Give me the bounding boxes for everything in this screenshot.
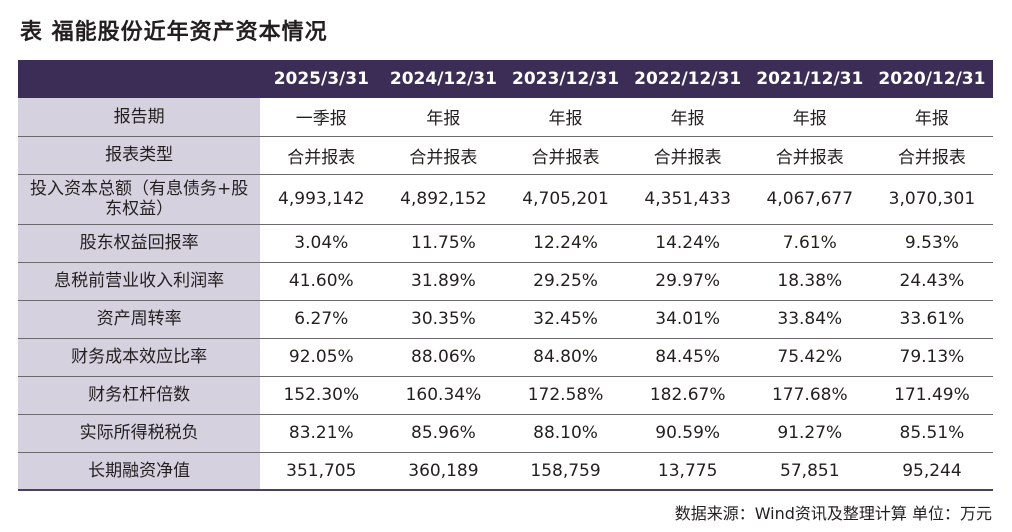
table-cell: 41.60% bbox=[260, 262, 383, 301]
table-cell: 合并报表 bbox=[748, 136, 871, 175]
table-cell: 83.21% bbox=[260, 414, 383, 453]
table-row: 投入资本总额（有息债务+股东权益） 4,993,142 4,892,152 4,… bbox=[18, 174, 993, 225]
table-cell: 351,705 bbox=[260, 452, 383, 491]
table-cell: 4,067,677 bbox=[748, 174, 871, 225]
column-header: 2022/12/31 bbox=[626, 60, 749, 98]
table-cell: 年报 bbox=[870, 98, 993, 137]
table-cell: 合并报表 bbox=[504, 136, 627, 175]
table-cell: 11.75% bbox=[382, 224, 505, 263]
table-row: 实际所得税税负 83.21% 85.96% 88.10% 90.59% 91.2… bbox=[18, 414, 993, 453]
table-cell: 33.84% bbox=[748, 300, 871, 339]
table-cell: 182.67% bbox=[626, 376, 749, 415]
table-cell: 12.24% bbox=[504, 224, 627, 263]
table-cell: 88.10% bbox=[504, 414, 627, 453]
table-cell: 30.35% bbox=[382, 300, 505, 339]
page-title: 表 福能股份近年资产资本情况 bbox=[20, 20, 328, 45]
table-cell: 360,189 bbox=[382, 452, 505, 491]
table-cell: 14.24% bbox=[626, 224, 749, 263]
row-label: 资产周转率 bbox=[18, 300, 261, 339]
table-cell: 合并报表 bbox=[260, 136, 383, 175]
table-row: 长期融资净值 351,705 360,189 158,759 13,775 57… bbox=[18, 452, 993, 491]
row-label: 股东权益回报率 bbox=[18, 224, 261, 263]
table-cell: 4,993,142 bbox=[260, 174, 383, 225]
table-cell: 年报 bbox=[504, 98, 627, 137]
table-cell: 29.97% bbox=[626, 262, 749, 301]
table-row: 报表类型 合并报表 合并报表 合并报表 合并报表 合并报表 合并报表 bbox=[18, 136, 993, 175]
table-cell: 158,759 bbox=[504, 452, 627, 491]
table-cell: 160.34% bbox=[382, 376, 505, 415]
table-cell: 4,351,433 bbox=[626, 174, 749, 225]
row-label: 实际所得税税负 bbox=[18, 414, 261, 453]
table-cell: 3.04% bbox=[260, 224, 383, 263]
table-cell: 9.53% bbox=[870, 224, 993, 263]
table-cell: 年报 bbox=[382, 98, 505, 137]
table-cell: 33.61% bbox=[870, 300, 993, 339]
row-label: 报告期 bbox=[18, 98, 261, 137]
table-cell: 合并报表 bbox=[382, 136, 505, 175]
table-cell: 6.27% bbox=[260, 300, 383, 339]
table-cell: 4,705,201 bbox=[504, 174, 627, 225]
data-table: 2025/3/31 2024/12/31 2023/12/31 2022/12/… bbox=[18, 60, 993, 491]
table-cell: 85.96% bbox=[382, 414, 505, 453]
column-header: 2020/12/31 bbox=[870, 60, 993, 98]
table-cell: 一季报 bbox=[260, 98, 383, 137]
column-header: 2024/12/31 bbox=[382, 60, 505, 98]
table-cell: 31.89% bbox=[382, 262, 505, 301]
table-cell: 79.13% bbox=[870, 338, 993, 377]
table-cell: 84.45% bbox=[626, 338, 749, 377]
table-cell: 85.51% bbox=[870, 414, 993, 453]
column-header: 2025/3/31 bbox=[260, 60, 383, 98]
row-label: 息税前营业收入利润率 bbox=[18, 262, 261, 301]
table-cell: 172.58% bbox=[504, 376, 627, 415]
table-cell: 32.45% bbox=[504, 300, 627, 339]
table-cell: 合并报表 bbox=[870, 136, 993, 175]
header-row: 2025/3/31 2024/12/31 2023/12/31 2022/12/… bbox=[18, 60, 993, 98]
row-label: 财务成本效应比率 bbox=[18, 338, 261, 377]
row-label: 报表类型 bbox=[18, 136, 261, 175]
table-row: 股东权益回报率 3.04% 11.75% 12.24% 14.24% 7.61%… bbox=[18, 224, 993, 263]
table-cell: 24.43% bbox=[870, 262, 993, 301]
table-cell: 4,892,152 bbox=[382, 174, 505, 225]
column-header: 2023/12/31 bbox=[504, 60, 627, 98]
table-cell: 3,070,301 bbox=[870, 174, 993, 225]
header-corner bbox=[18, 60, 261, 98]
table-cell: 年报 bbox=[748, 98, 871, 137]
table-cell: 年报 bbox=[626, 98, 749, 137]
table-cell: 91.27% bbox=[748, 414, 871, 453]
column-header: 2021/12/31 bbox=[748, 60, 871, 98]
table-cell: 13,775 bbox=[626, 452, 749, 491]
table-cell: 29.25% bbox=[504, 262, 627, 301]
table-cell: 34.01% bbox=[626, 300, 749, 339]
row-label: 投入资本总额（有息债务+股东权益） bbox=[18, 174, 261, 225]
table-cell: 18.38% bbox=[748, 262, 871, 301]
table-row: 财务杠杆倍数 152.30% 160.34% 172.58% 182.67% 1… bbox=[18, 376, 993, 415]
table-cell: 90.59% bbox=[626, 414, 749, 453]
table-cell: 7.61% bbox=[748, 224, 871, 263]
row-label: 长期融资净值 bbox=[18, 452, 261, 491]
table-cell: 75.42% bbox=[748, 338, 871, 377]
table-cell: 合并报表 bbox=[626, 136, 749, 175]
table-row: 财务成本效应比率 92.05% 88.06% 84.80% 84.45% 75.… bbox=[18, 338, 993, 377]
source-note: 数据来源：Wind资讯及整理计算 单位：万元 bbox=[674, 504, 992, 523]
table-cell: 177.68% bbox=[748, 376, 871, 415]
table-cell: 88.06% bbox=[382, 338, 505, 377]
row-label: 财务杠杆倍数 bbox=[18, 376, 261, 415]
table-cell: 57,851 bbox=[748, 452, 871, 491]
table-cell: 152.30% bbox=[260, 376, 383, 415]
table-cell: 92.05% bbox=[260, 338, 383, 377]
table-row: 息税前营业收入利润率 41.60% 31.89% 29.25% 29.97% 1… bbox=[18, 262, 993, 301]
table-cell: 84.80% bbox=[504, 338, 627, 377]
table-cell: 171.49% bbox=[870, 376, 993, 415]
table-row: 资产周转率 6.27% 30.35% 32.45% 34.01% 33.84% … bbox=[18, 300, 993, 339]
table-cell: 95,244 bbox=[870, 452, 993, 491]
table-row: 报告期 一季报 年报 年报 年报 年报 年报 bbox=[18, 98, 993, 137]
